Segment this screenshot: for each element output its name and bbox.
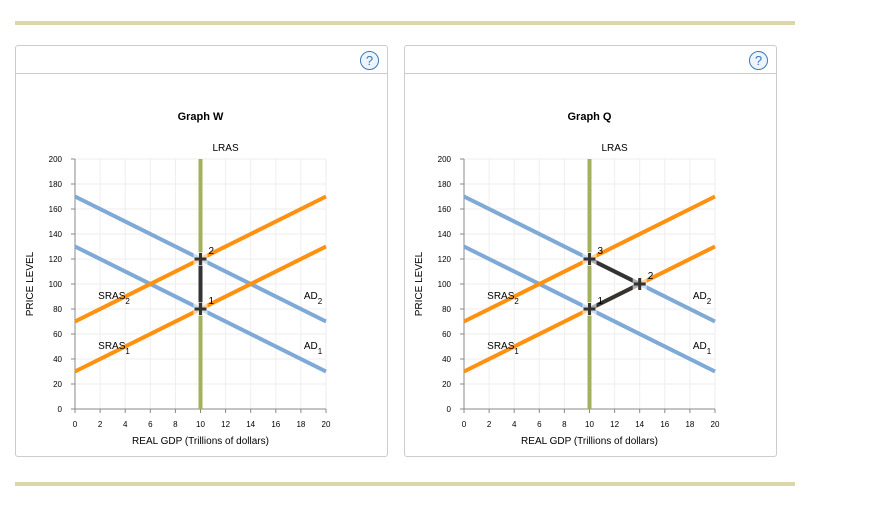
point-label: 1 — [209, 296, 215, 307]
chart-1: 0 2 4 6 8 10 12 14 16 18 2002040608010012014016018… — [414, 111, 720, 447]
help-icon[interactable]: ? — [749, 51, 768, 70]
x-axis-label: REAL GDP (Trillions of dollars) — [521, 436, 658, 447]
x-tick-label: 20 — [711, 420, 720, 429]
equilibrium-point-1[interactable] — [583, 303, 596, 315]
y-tick-label: 40 — [442, 355, 451, 364]
ad2-label: AD2 — [304, 291, 323, 306]
x-tick-label: 8 — [173, 420, 178, 429]
ad1-label: AD1 — [693, 341, 712, 356]
y-tick-label: 200 — [49, 155, 63, 164]
ad2-label: AD2 — [693, 291, 712, 306]
y-tick-label: 60 — [53, 330, 62, 339]
y-tick-label: 40 — [53, 355, 62, 364]
x-tick-label: 2 — [487, 420, 492, 429]
y-tick-label: 180 — [438, 180, 452, 189]
y-tick-label: 120 — [49, 255, 63, 264]
x-tick-label: 6 — [148, 420, 153, 429]
help-icon[interactable]: ? — [360, 51, 379, 70]
x-tick-label: 10 — [196, 420, 205, 429]
point-label: 2 — [648, 271, 654, 282]
chart-title: Graph W — [178, 111, 224, 123]
y-tick-label: 80 — [442, 305, 451, 314]
x-tick-label: 16 — [271, 420, 280, 429]
x-tick-label: 12 — [610, 420, 619, 429]
y-tick-label: 120 — [438, 255, 452, 264]
y-tick-label: 200 — [438, 155, 452, 164]
chart-title: Graph Q — [567, 111, 611, 123]
y-tick-label: 180 — [49, 180, 63, 189]
bottom-divider — [15, 482, 795, 486]
x-tick-label: 4 — [123, 420, 128, 429]
x-tick-label: 16 — [660, 420, 669, 429]
point-label: 1 — [598, 296, 604, 307]
lras-label: LRAS — [602, 143, 628, 154]
x-tick-label: 8 — [562, 420, 567, 429]
x-axis-label: REAL GDP (Trillions of dollars) — [132, 436, 269, 447]
y-tick-label: 160 — [438, 205, 452, 214]
x-tick-label: 14 — [246, 420, 255, 429]
y-tick-label: 140 — [438, 230, 452, 239]
x-tick-label: 0 — [73, 420, 78, 429]
y-tick-label: 140 — [49, 230, 63, 239]
y-tick-label: 0 — [447, 405, 452, 414]
equilibrium-point-2[interactable] — [633, 278, 646, 290]
y-tick-label: 160 — [49, 205, 63, 214]
x-tick-label: 12 — [221, 420, 230, 429]
point-label: 3 — [598, 246, 604, 257]
x-tick-label: 18 — [685, 420, 694, 429]
chart-0: 0 2 4 6 8 10 12 14 16 18 2002040608010012014016018… — [25, 111, 331, 447]
x-tick-label: 20 — [322, 420, 331, 429]
x-tick-label: 2 — [98, 420, 103, 429]
equilibrium-point-3[interactable] — [583, 253, 596, 265]
y-tick-label: 0 — [58, 405, 63, 414]
equilibrium-point-1[interactable] — [194, 303, 207, 315]
y-tick-label: 60 — [442, 330, 451, 339]
y-tick-label: 80 — [53, 305, 62, 314]
y-tick-label: 20 — [442, 380, 451, 389]
panel-header — [16, 46, 387, 74]
x-tick-label: 4 — [512, 420, 517, 429]
y-axis-label: PRICE LEVEL — [414, 251, 425, 316]
point-label: 2 — [209, 246, 215, 257]
x-tick-label: 6 — [537, 420, 542, 429]
top-divider — [15, 21, 795, 25]
equilibrium-point-2[interactable] — [194, 253, 207, 265]
lras-label: LRAS — [213, 143, 239, 154]
x-tick-label: 18 — [296, 420, 305, 429]
y-tick-label: 100 — [49, 280, 63, 289]
x-tick-label: 10 — [585, 420, 594, 429]
x-tick-label: 14 — [635, 420, 644, 429]
y-axis-label: PRICE LEVEL — [25, 251, 36, 316]
ad1-label: AD1 — [304, 341, 323, 356]
x-tick-label: 0 — [462, 420, 467, 429]
y-tick-label: 100 — [438, 280, 452, 289]
panel-header — [405, 46, 776, 74]
y-tick-label: 20 — [53, 380, 62, 389]
